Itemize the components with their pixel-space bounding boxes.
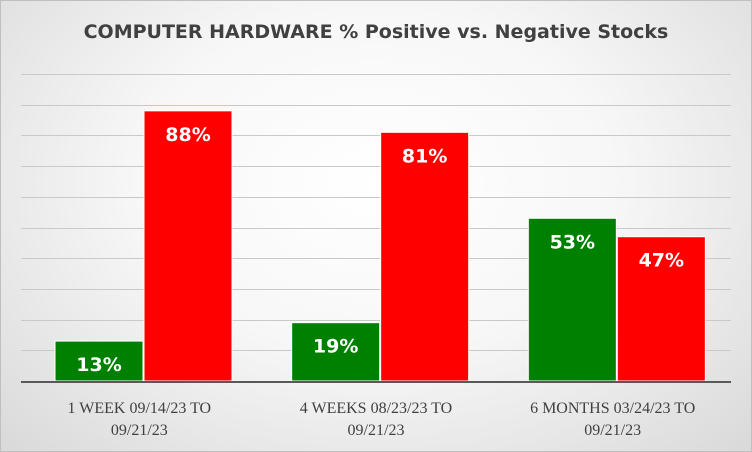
data-label: 88% <box>165 124 210 146</box>
chart-title: COMPUTER HARDWARE % Positive vs. Negativ… <box>83 21 669 43</box>
data-label: 19% <box>313 336 358 358</box>
x-tick-label: 09/21/23 <box>584 422 641 439</box>
bar-positive <box>54 340 144 382</box>
x-tick-label: 6 MONTHS 03/24/23 TO <box>530 400 695 417</box>
bar-negative <box>380 131 470 382</box>
x-tick-label: 4 WEEKS 08/23/23 TO <box>300 400 452 417</box>
bar-negative <box>143 110 233 382</box>
x-tick-label: 1 WEEK 09/14/23 TO <box>68 400 212 417</box>
data-label: 47% <box>639 250 684 272</box>
data-label: 53% <box>550 231 595 253</box>
data-label: 13% <box>76 354 121 376</box>
x-tick-label: 09/21/23 <box>111 422 168 439</box>
data-label: 81% <box>402 145 447 167</box>
x-tick-label: 09/21/23 <box>348 422 405 439</box>
